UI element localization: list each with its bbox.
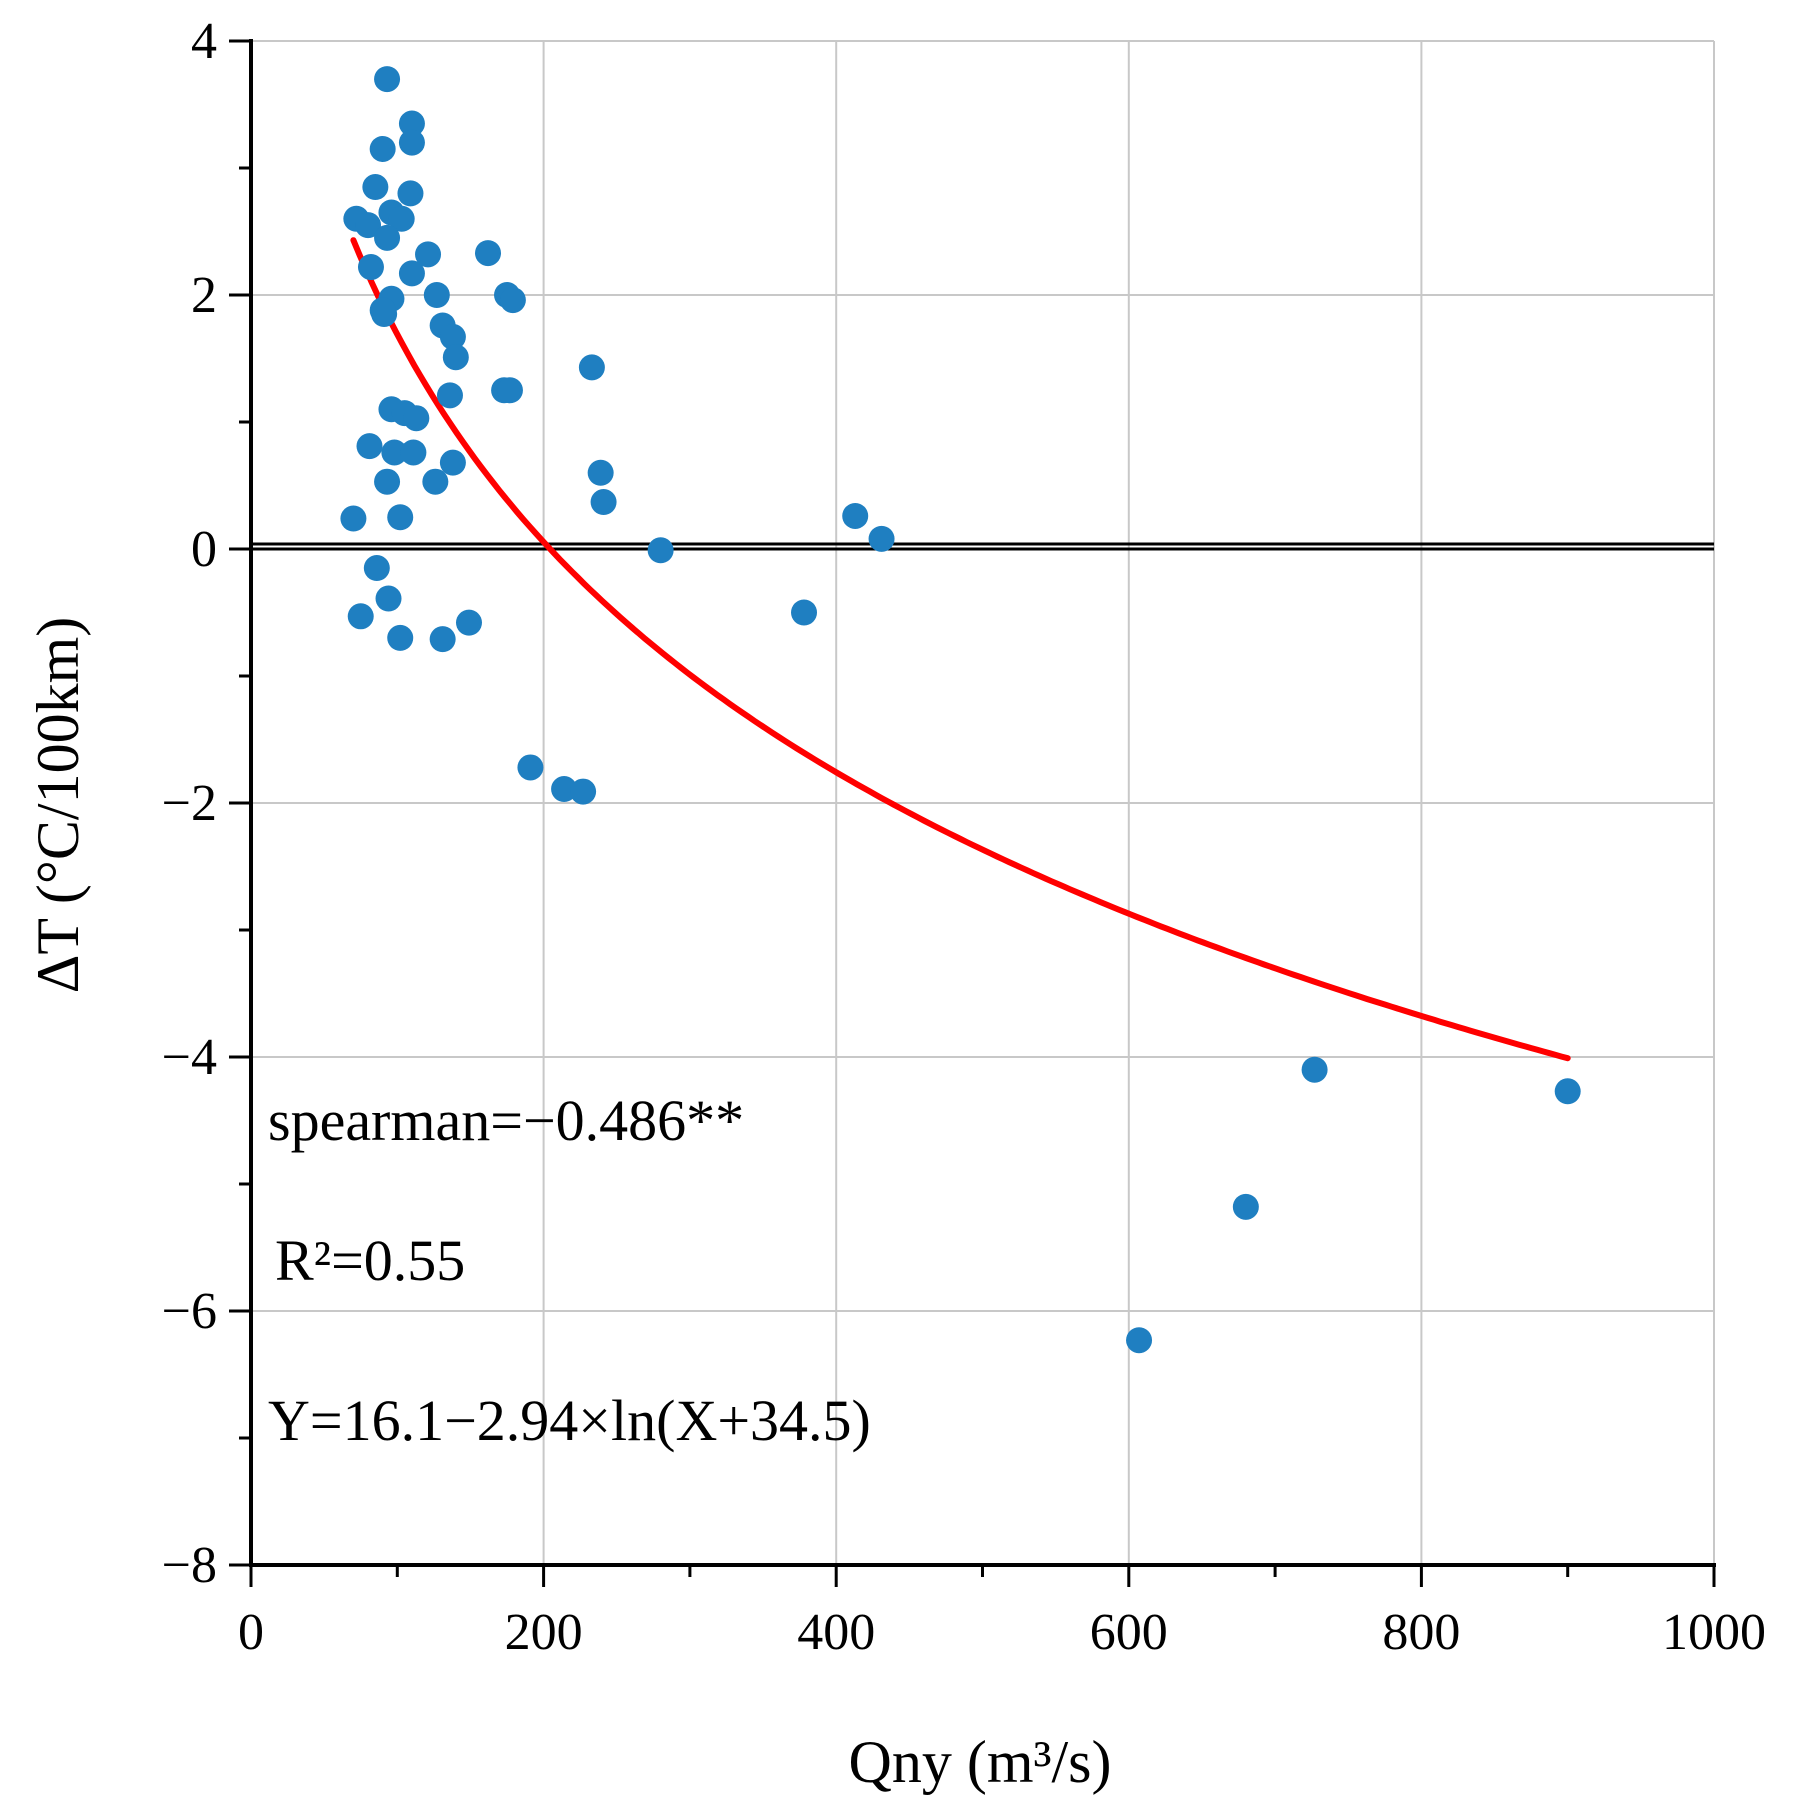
y-tick-label: −8 [162, 1537, 217, 1594]
y-tick-label: 0 [191, 521, 217, 578]
data-point [362, 174, 389, 201]
data-point [1554, 1078, 1581, 1105]
y-tick-label: −2 [162, 775, 217, 832]
data-point [791, 599, 818, 626]
data-point [587, 459, 614, 486]
r2-annotation: R²=0.55 [275, 1228, 465, 1293]
data-point [1232, 1193, 1259, 1220]
spearman-annotation: spearman=−0.486** [268, 1088, 744, 1153]
data-point [570, 778, 597, 805]
data-point [374, 66, 401, 93]
data-point [397, 180, 424, 207]
x-tick-label: 200 [505, 1604, 583, 1661]
data-point [375, 585, 402, 612]
data-point [369, 135, 396, 162]
y-axis-ticks: −8 −6 −4 −2 0 2 4 [162, 13, 251, 1594]
data-point [347, 603, 374, 630]
grid [251, 40, 1715, 1565]
data-point [475, 240, 502, 267]
data-point [374, 468, 401, 495]
data-point [357, 254, 384, 281]
data-point [429, 626, 456, 653]
data-point [590, 489, 617, 516]
y-axis-title: ΔT (°C/100km) [25, 617, 91, 993]
data-point [388, 205, 415, 232]
data-point [398, 110, 425, 137]
x-tick-label: 400 [797, 1604, 875, 1661]
data-point [842, 502, 869, 529]
x-axis-title: Qny (m³/s) [849, 1729, 1112, 1795]
data-point [363, 555, 390, 582]
y-tick-label: 4 [191, 13, 217, 70]
x-tick-label: 800 [1382, 1604, 1460, 1661]
data-point [387, 624, 414, 651]
data-point [1126, 1327, 1153, 1354]
data-point [400, 439, 427, 466]
data-point [381, 439, 408, 466]
y-tick-label: −4 [162, 1029, 217, 1086]
data-points [340, 66, 1581, 1354]
data-point [868, 525, 895, 552]
data-point [398, 129, 425, 156]
data-point [647, 537, 674, 564]
data-point [355, 212, 382, 239]
data-point [436, 382, 463, 409]
data-point [340, 505, 367, 532]
data-point [455, 609, 482, 636]
data-point [423, 282, 450, 308]
x-tick-label: 1000 [1662, 1604, 1766, 1661]
data-point [398, 260, 425, 287]
data-point [356, 433, 383, 460]
fit-curve [350, 237, 1571, 1062]
data-point [578, 354, 605, 381]
equation-annotation: Y=16.1−2.94×ln(X+34.5) [268, 1388, 871, 1453]
data-point [403, 405, 430, 432]
x-tick-label: 0 [238, 1604, 264, 1661]
data-point [517, 754, 544, 781]
data-point [422, 468, 449, 495]
data-point [499, 287, 526, 314]
data-point [551, 776, 578, 803]
x-tick-label: 600 [1090, 1604, 1168, 1661]
data-point [1301, 1056, 1328, 1083]
y-tick-label: 2 [191, 267, 217, 324]
data-point [439, 323, 466, 350]
data-point [496, 377, 523, 404]
y-tick-label: −6 [162, 1283, 217, 1340]
x-axis-ticks: 0 200 400 600 800 1000 [238, 1565, 1766, 1661]
data-point [442, 344, 469, 371]
data-point [387, 504, 414, 531]
data-point [374, 224, 401, 251]
data-point [369, 297, 396, 324]
data-point [439, 449, 466, 476]
data-point [415, 241, 442, 268]
